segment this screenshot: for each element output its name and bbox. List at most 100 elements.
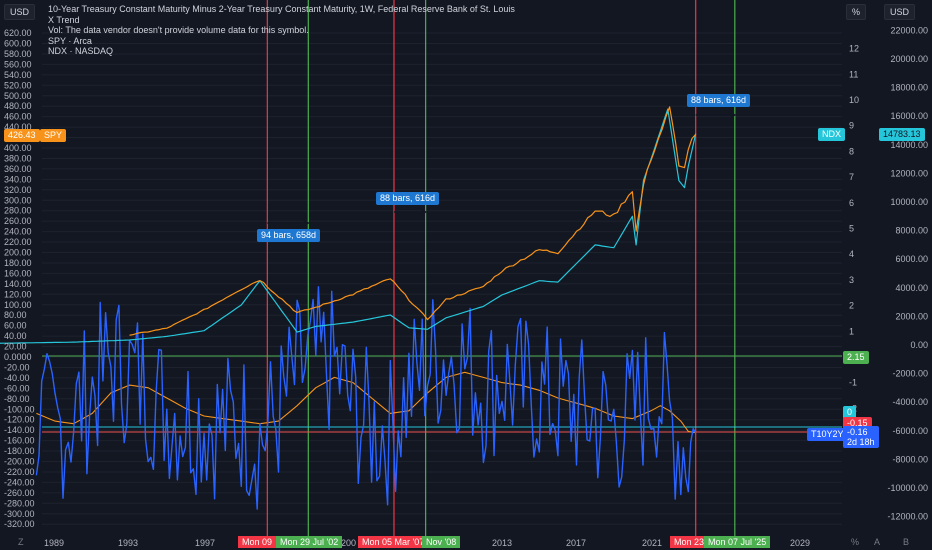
- vline-label-red-2: Mon 05 Mar '07: [358, 536, 429, 548]
- left-axis-tick: 540.00: [4, 70, 32, 80]
- pct-axis-tick: -1: [849, 378, 857, 388]
- x-label-1993: 1993: [118, 538, 139, 548]
- right-axis-tick: -4000.00: [892, 397, 928, 407]
- pct-axis-tick: 1: [849, 326, 854, 336]
- left-axis-tick: 140.00: [4, 279, 32, 289]
- x-label-2005: 200: [341, 538, 357, 548]
- left-axis-tick: 360.00: [4, 164, 32, 174]
- pct-axis-tick: 4: [849, 249, 854, 259]
- left-axis-tick: 120.00: [4, 289, 32, 299]
- right-unit-button[interactable]: USD: [884, 4, 916, 20]
- x-label-1989: 1989: [44, 538, 65, 548]
- left-axis-tick: -40.00: [4, 373, 30, 383]
- legend-main-series[interactable]: 10-Year Treasury Constant Maturity Minus…: [48, 4, 515, 14]
- log-scale-icon[interactable]: B: [903, 537, 910, 547]
- left-axis-tick: -320.00: [4, 519, 35, 529]
- right-axis-tick: 22000.00: [890, 25, 928, 35]
- left-axis-tick: 40.00: [4, 331, 27, 341]
- pct-axis-tick: 8: [849, 146, 854, 156]
- measure-label-1[interactable]: 94 bars, 658d: [257, 229, 321, 242]
- vertical-lines: [266, 0, 736, 536]
- percent-button[interactable]: %: [846, 4, 867, 20]
- left-axis-tick: 260.00: [4, 216, 32, 226]
- right-axis-tick: 16000.00: [890, 111, 928, 121]
- legend-indicator[interactable]: X Trend: [48, 14, 80, 25]
- x-label-2021: 2021: [642, 538, 663, 548]
- vline-label-red-3: Mon 23: [670, 536, 709, 548]
- spy-price-badge: 426.43: [4, 129, 40, 142]
- left-axis-tick: 220.00: [4, 237, 32, 247]
- x-label-2029: 2029: [790, 538, 811, 548]
- series: [0, 106, 697, 510]
- ndx-label-badge: NDX: [818, 128, 846, 141]
- x-label-1997: 1997: [195, 538, 216, 548]
- measure-label-3[interactable]: 88 bars, 616d: [687, 94, 751, 107]
- left-axis-tick: -160.00: [4, 436, 35, 446]
- left-axis-tick: -140.00: [4, 425, 35, 435]
- pct-axis-tick: 12: [849, 44, 859, 54]
- vline-label-green-2: Nov '08: [422, 536, 461, 548]
- left-axis-tick: 340.00: [4, 174, 32, 184]
- legend-volume-note: Vol: The data vendor doesn't provide vol…: [48, 25, 309, 35]
- left-axis-tick: -260.00: [4, 488, 35, 498]
- vline-label-red-1: Mon 09: [238, 536, 277, 548]
- t10y2y-line: [35, 286, 697, 510]
- pct-axis-tick: 3: [849, 275, 854, 285]
- t10y2y-value: -0.16: [847, 427, 868, 437]
- pct-axis-tick: 2: [849, 301, 854, 311]
- left-axis-tick: -300.00: [4, 509, 35, 519]
- left-axis-tick: -60.00: [4, 383, 30, 393]
- left-axis-tick: 400.00: [4, 143, 32, 153]
- t10y2y-label-badge: T10Y2Y: [807, 428, 848, 441]
- measure-arrows: [267, 111, 737, 227]
- measure-arrowhead: [420, 208, 427, 216]
- left-axis-tick: -100.00: [4, 404, 35, 414]
- left-axis-tick: 320.00: [4, 185, 32, 195]
- pct-axis-tick: 6: [849, 198, 854, 208]
- right-axis-tick: -2000.00: [892, 369, 928, 379]
- right-axis-tick: -6000.00: [892, 426, 928, 436]
- left-axis-tick: -240.00: [4, 477, 35, 487]
- auto-scale-icon[interactable]: A: [874, 537, 881, 547]
- measure-arrowhead: [729, 111, 737, 119]
- left-axis-tick: -200.00: [4, 457, 35, 467]
- legend-ndx[interactable]: NDX · NASDAQ: [48, 46, 114, 56]
- left-axis-tick: 380.00: [4, 153, 32, 163]
- left-axis-tick: 520.00: [4, 80, 32, 90]
- left-unit-button[interactable]: USD: [4, 4, 36, 20]
- countdown: 2d 18h: [847, 437, 875, 447]
- percent-scale-icon[interactable]: %: [851, 537, 860, 547]
- x-label-2013: 2013: [492, 538, 513, 548]
- t10y2y-value-badge: -0.16 2d 18h: [843, 426, 879, 448]
- left-axis-tick: -80.00: [4, 394, 30, 404]
- vline-label-green-1: Mon 29 Jul '02: [276, 536, 343, 548]
- right-axis-tick: 12000.00: [890, 168, 928, 178]
- right-axis-tick: 14000.00: [890, 140, 928, 150]
- right-axis-tick: -10000.00: [887, 483, 928, 493]
- pct-axis-tick: 9: [849, 121, 854, 131]
- right-axis-tick: 0.00: [910, 340, 928, 350]
- left-axis-tick: 80.00: [4, 310, 27, 320]
- zoom-icon[interactable]: Z: [18, 537, 24, 547]
- left-axis-tick: 60.00: [4, 321, 27, 331]
- x-label-2017: 2017: [566, 538, 587, 548]
- vline-label-green-3: Mon 07 Jul '25: [704, 536, 771, 548]
- spy-label-badge: SPY: [40, 129, 67, 142]
- pct-axis-tick: 11: [849, 69, 858, 79]
- right-axis-tick: 18000.00: [890, 83, 928, 93]
- right-axis-tick: 8000.00: [895, 226, 928, 236]
- left-axis-tick: 100.00: [4, 300, 32, 310]
- left-axis-tick: -180.00: [4, 446, 35, 456]
- pct-axis-tick: 7: [849, 172, 854, 182]
- legend-spy[interactable]: SPY · Arca: [48, 35, 92, 46]
- measure-label-2[interactable]: 88 bars, 616d: [376, 192, 440, 205]
- left-axis-tick: 180.00: [4, 258, 32, 268]
- right-axis-tick: 6000.00: [895, 254, 928, 264]
- left-price-axis: -320.00-300.00-280.00-260.00-240.00-220.…: [4, 28, 35, 529]
- left-axis-tick: -120.00: [4, 415, 35, 425]
- left-axis-tick: 460.00: [4, 112, 32, 122]
- spy-line: [129, 106, 697, 336]
- ndx-price-badge: 14783.13: [879, 128, 925, 141]
- left-axis-tick: -280.00: [4, 498, 35, 508]
